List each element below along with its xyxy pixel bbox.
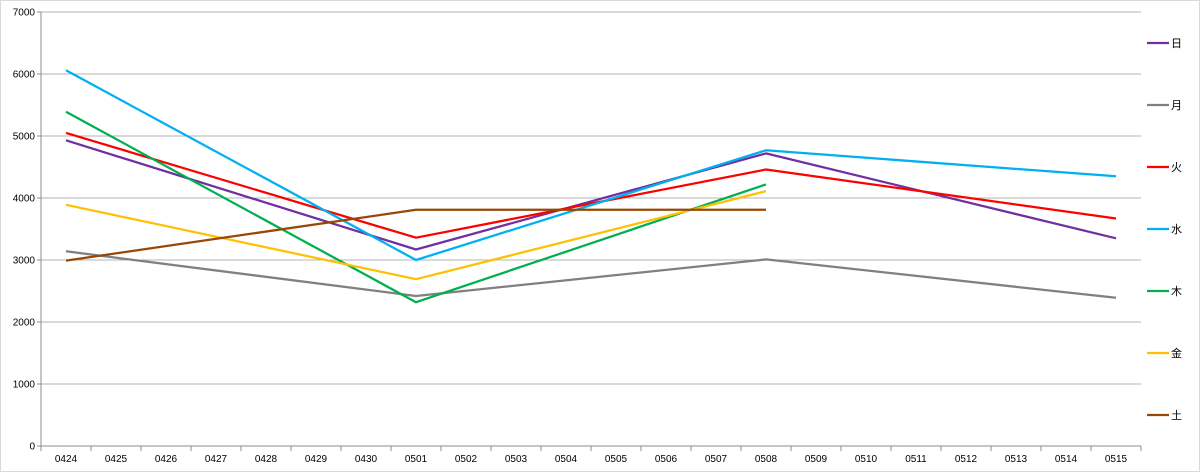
y-tick-label: 2000: [13, 318, 36, 329]
series-lines: [65, 69, 1117, 304]
y-tick-label: 6000: [13, 70, 36, 81]
x-tick-label: 0424: [55, 454, 78, 465]
axes: [37, 11, 1142, 451]
x-tick-label: 0502: [455, 454, 478, 465]
y-tick-label: 7000: [13, 8, 36, 19]
x-tick-label: 0507: [705, 454, 728, 465]
series-line: [65, 69, 1117, 262]
x-tick-labels: 0424 0425 0426 0427 0428 0429 0430 0501 0502 0503…: [55, 454, 1128, 465]
x-tick-label: 0430: [355, 454, 378, 465]
x-tick-label: 0506: [655, 454, 678, 465]
x-tick-label: 0504: [555, 454, 578, 465]
series-line: [65, 190, 767, 281]
x-tick-label: 0505: [605, 454, 628, 465]
legend-label: 土: [1171, 409, 1182, 422]
y-tick-labels: 0 1000 2000 3000 4000 5000 6000 7000: [13, 8, 36, 453]
x-tick-label: 0511: [905, 454, 927, 465]
x-tick-label: 0503: [505, 454, 528, 465]
x-tick-label: 0429: [305, 454, 328, 465]
x-tick-label: 0426: [155, 454, 178, 465]
y-tick-label: 0: [29, 442, 35, 453]
y-tick-label: 5000: [13, 132, 36, 143]
x-tick-label: 0501: [405, 454, 428, 465]
x-tick-label: 0510: [855, 454, 878, 465]
series-line: [65, 110, 767, 304]
y-tick-label: 4000: [13, 194, 36, 205]
x-tick-label: 0427: [205, 454, 228, 465]
x-tick-label: 0512: [955, 454, 978, 465]
x-tick-label: 0515: [1105, 454, 1128, 465]
x-tick-label: 0513: [1005, 454, 1028, 465]
series-line: [65, 139, 1117, 251]
x-tick-label: 0508: [755, 454, 778, 465]
legend-label: 月: [1171, 100, 1182, 112]
series-line: [65, 131, 1117, 239]
legend-label: 火: [1171, 162, 1182, 174]
legend-label: 水: [1171, 223, 1182, 236]
y-tick-label: 3000: [13, 256, 36, 267]
x-tick-label: 0428: [255, 454, 278, 465]
legend-label: 金: [1171, 346, 1182, 360]
legend-label: 日: [1171, 38, 1182, 50]
x-tick-label: 0425: [105, 454, 128, 465]
y-tick-label: 1000: [13, 380, 36, 391]
legend-label: 木: [1171, 285, 1182, 298]
x-tick-label: 0514: [1055, 454, 1078, 465]
series-line: [65, 208, 766, 262]
x-tick-label: 0509: [805, 454, 828, 465]
series-line: [65, 250, 1117, 299]
